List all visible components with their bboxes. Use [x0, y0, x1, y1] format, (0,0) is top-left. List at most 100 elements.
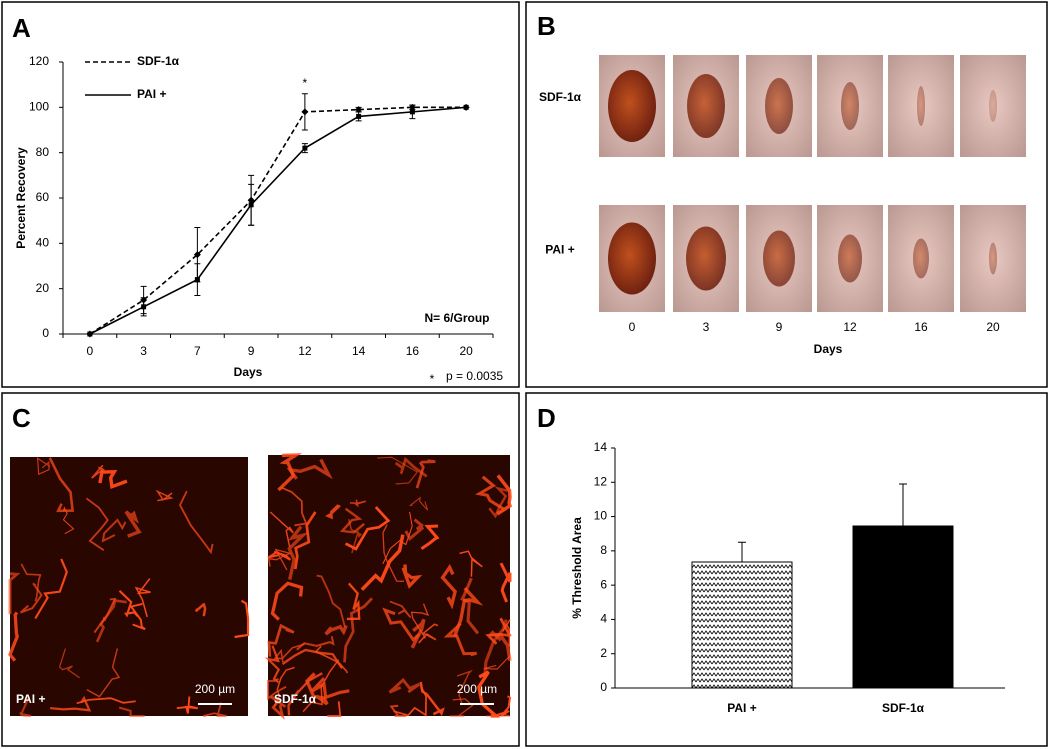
panel-frame: [525, 1, 1048, 388]
x-tick-label: PAI +: [727, 701, 756, 715]
vessel: [134, 578, 151, 618]
y-tick-label: 12: [594, 474, 608, 488]
series-line: [89, 106, 467, 335]
vessel: [176, 696, 199, 714]
y-tick-label: 10: [594, 509, 608, 523]
fluorescence-image: [10, 457, 248, 716]
vessel: [389, 600, 412, 619]
x-tick-label: 14: [352, 344, 366, 358]
vessel: [382, 607, 421, 642]
y-axis-label: % Threshold Area: [570, 517, 584, 619]
vessel: [377, 456, 419, 485]
vessel: [477, 670, 501, 718]
vessel: [401, 564, 423, 589]
legend-label: PAI +: [137, 87, 166, 101]
vessel: [327, 701, 342, 717]
vessel: [118, 590, 139, 618]
vessel: [50, 695, 92, 712]
vessel: [420, 524, 440, 550]
y-tick-label: 8: [600, 543, 607, 557]
fluorescence-image: [268, 455, 510, 716]
data-point: [409, 109, 415, 115]
image-label: PAI +: [16, 692, 45, 706]
y-tick-label: 14: [594, 440, 608, 454]
data-point: [248, 202, 254, 208]
x-tick-label: SDF-1α: [882, 701, 925, 715]
wound: [917, 86, 925, 126]
footnote-mark: *: [430, 372, 435, 386]
wound: [608, 70, 656, 142]
image-label: SDF-1α: [274, 692, 317, 706]
day-label: 3: [703, 320, 710, 334]
data-point: [302, 145, 308, 151]
y-tick-label: 120: [29, 54, 49, 68]
bar: [691, 561, 793, 689]
vessel: [155, 489, 174, 502]
vessel: [234, 599, 250, 639]
vessel: [20, 563, 42, 602]
vessel: [34, 558, 68, 620]
day-label: 20: [986, 320, 1000, 334]
vessel: [415, 459, 436, 489]
n-label: N= 6/Group: [424, 311, 489, 325]
vessel: [410, 618, 426, 649]
data-point: [463, 104, 469, 110]
vessel: [202, 702, 227, 717]
wound: [763, 230, 795, 287]
vessel: [267, 623, 295, 657]
vessel: [324, 624, 348, 636]
day-label: 0: [629, 320, 636, 334]
vessel: [499, 562, 512, 603]
vessel: [404, 518, 425, 541]
wound-photos: [599, 55, 1026, 312]
scale-label: 200 µm: [457, 682, 497, 696]
x-axis-label: Days: [814, 342, 843, 356]
scale-label: 200 µm: [195, 682, 235, 696]
vessel: [302, 659, 340, 713]
vessel: [459, 550, 483, 577]
vessel: [305, 672, 329, 706]
x-axis-label: Days: [234, 365, 263, 379]
vessel: [273, 643, 305, 663]
footnote: p = 0.0035: [446, 369, 503, 383]
data-point: [194, 277, 200, 283]
y-tick-label: 60: [36, 190, 50, 204]
vessel: [91, 464, 107, 479]
vessel: [456, 669, 474, 706]
panel-label: C: [12, 403, 31, 433]
vessel: [86, 648, 121, 698]
data-point: [355, 106, 363, 114]
data-point: [141, 304, 147, 310]
panel-frame: [1, 1, 520, 388]
vessel: [346, 582, 361, 621]
vessel: [62, 506, 75, 535]
vessel: [388, 677, 421, 694]
x-tick-label: 20: [459, 344, 473, 358]
vessel: [389, 704, 407, 717]
x-tick-label: 9: [248, 344, 255, 358]
vessel: [493, 695, 512, 717]
x-tick-label: 7: [194, 344, 201, 358]
vessel: [19, 696, 32, 718]
y-tick-label: 0: [42, 326, 49, 340]
vessel: [267, 550, 292, 561]
vessel: [475, 475, 505, 511]
vessel: [443, 622, 477, 657]
vessel: [93, 597, 117, 634]
vessel: [118, 706, 145, 718]
vessel: [98, 470, 128, 490]
vessel: [270, 581, 304, 621]
x-tick-label: 12: [298, 344, 312, 358]
vessel: [281, 648, 343, 670]
vessel: [8, 572, 21, 615]
vessel: [178, 490, 214, 555]
row-label: SDF-1α: [539, 90, 582, 104]
y-tick-label: 100: [29, 100, 49, 114]
day-label: 12: [843, 320, 857, 334]
vessel: [124, 510, 142, 538]
vessel: [36, 457, 51, 476]
wound: [608, 222, 656, 295]
y-tick-label: 2: [600, 646, 607, 660]
